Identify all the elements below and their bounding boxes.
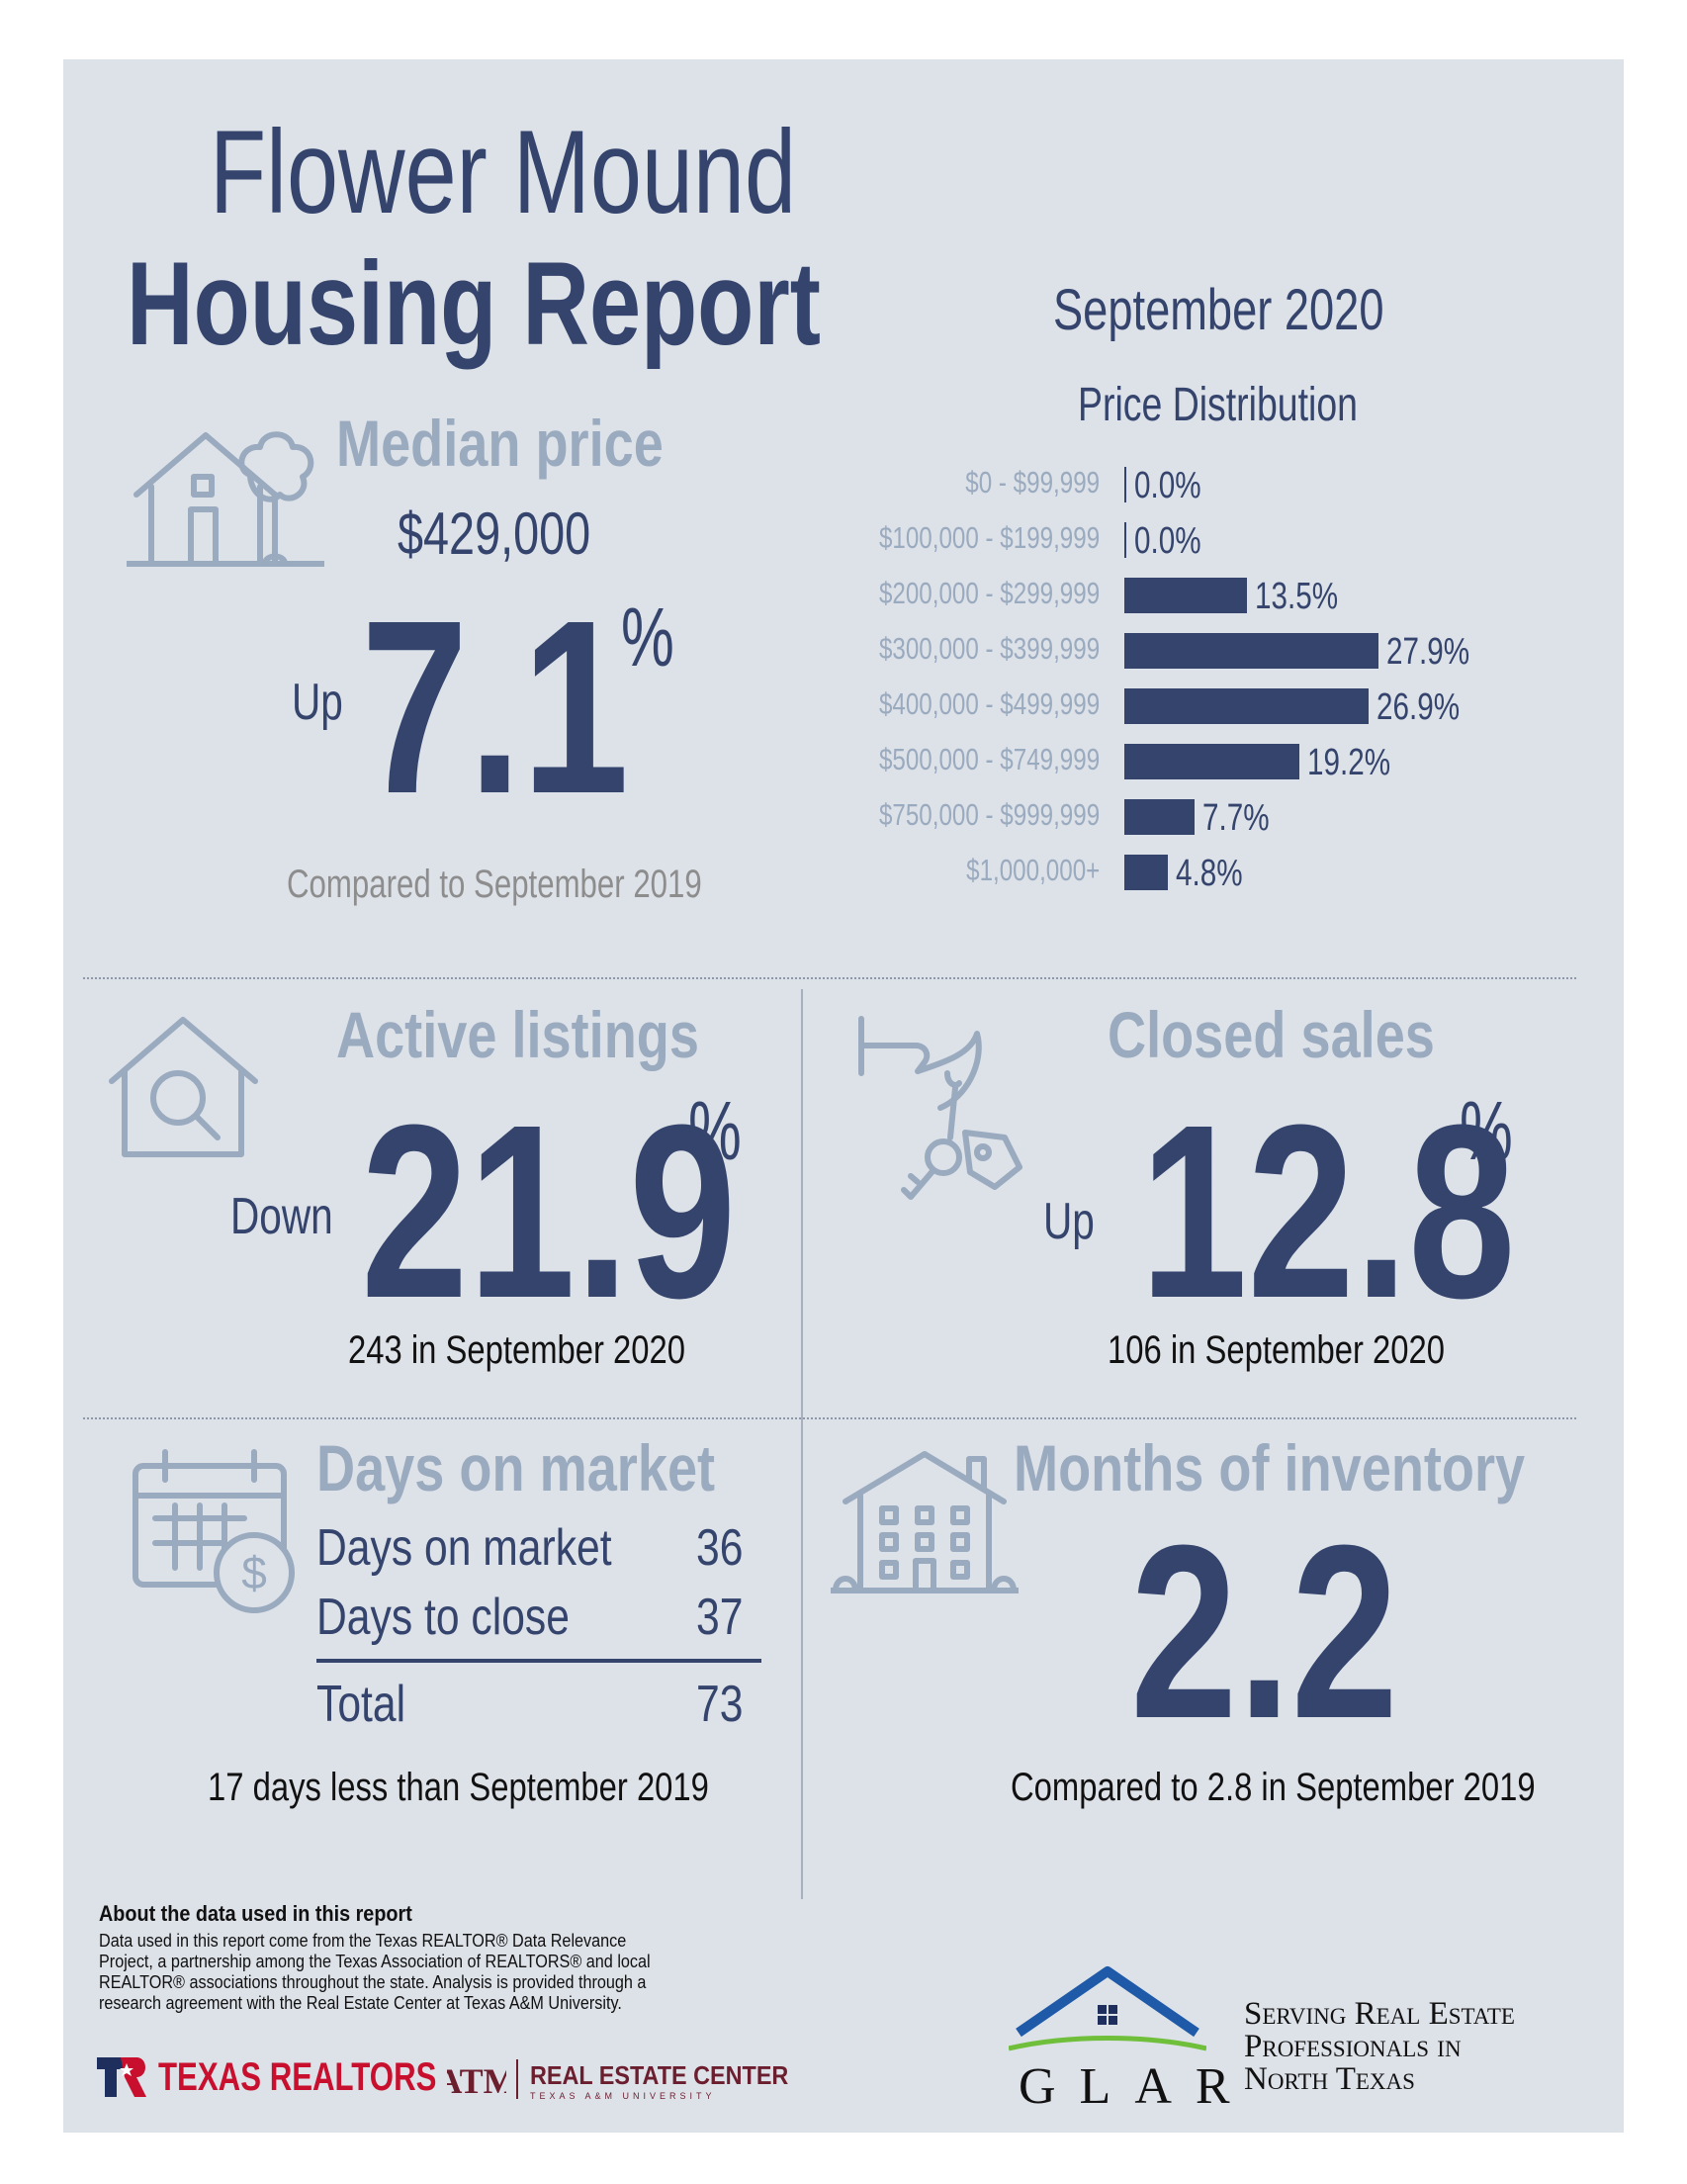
price-distribution-value: 4.8% xyxy=(1176,853,1243,894)
active-detail: 243 in September 2020 xyxy=(348,1328,686,1372)
months-inventory-heading: Months of inventory xyxy=(1014,1431,1526,1504)
glar-tagline: Serving Real Estate Professionals in Nor… xyxy=(1244,1998,1515,2096)
price-distribution-value: 26.9% xyxy=(1376,686,1461,728)
days-on-market-heading: Days on market xyxy=(316,1431,716,1504)
house-search-icon xyxy=(109,1017,258,1157)
closed-direction: Up xyxy=(1043,1193,1095,1250)
dtc-row-value: 37 xyxy=(696,1589,744,1646)
report-month: September 2020 xyxy=(1053,278,1384,342)
price-range-label: $100,000 - $199,999 xyxy=(878,520,1100,555)
median-change-value: 7.1 xyxy=(361,569,630,845)
svg-text:$: $ xyxy=(241,1547,267,1598)
price-distribution-value: 27.9% xyxy=(1385,631,1469,673)
title-line1: Flower Mound xyxy=(210,106,797,238)
divider-vertical xyxy=(801,989,803,1899)
price-distribution-value: 0.0% xyxy=(1134,520,1201,562)
active-change-value: 21.9 xyxy=(361,1073,737,1349)
price-range-label: $500,000 - $749,999 xyxy=(878,742,1100,776)
price-range-label: $200,000 - $299,999 xyxy=(878,576,1100,610)
rec-separator xyxy=(516,2059,518,2099)
closed-sales-heading: Closed sales xyxy=(1108,998,1435,1071)
tagline-line3: North Texas xyxy=(1244,2061,1415,2097)
glar-wordmark: GLAR xyxy=(1019,2058,1254,2115)
price-distribution-value: 7.7% xyxy=(1201,797,1270,839)
price-distribution-value: 19.2% xyxy=(1306,742,1390,783)
price-distribution-bar xyxy=(1124,633,1378,669)
dom-comparison: 17 days less than September 2019 xyxy=(208,1766,709,1809)
median-price-heading: Median price xyxy=(336,407,664,480)
tagline-line2: Professionals in xyxy=(1244,2029,1462,2064)
dom-row-value: 36 xyxy=(696,1519,744,1577)
price-range-label: $400,000 - $499,999 xyxy=(878,686,1100,721)
median-direction: Up xyxy=(292,674,343,731)
price-distribution-value: 0.0% xyxy=(1134,465,1201,506)
hand-keys-icon xyxy=(858,1016,1022,1200)
price-distribution-bar xyxy=(1124,578,1248,613)
active-direction: Down xyxy=(230,1188,333,1245)
rec-wordmark: REAL ESTATE CENTER xyxy=(530,2060,789,2090)
tagline-line1: Serving Real Estate xyxy=(1244,1996,1515,2032)
total-rule xyxy=(316,1659,761,1663)
price-distribution-bar xyxy=(1124,467,1126,502)
dtc-row-label: Days to close xyxy=(316,1589,570,1646)
price-range-label: $300,000 - $399,999 xyxy=(878,631,1100,666)
svg-text:ATM: ATM xyxy=(447,2061,506,2101)
report-panel xyxy=(63,59,1624,2133)
median-price-value: $429,000 xyxy=(398,500,591,567)
total-label: Total xyxy=(316,1676,406,1733)
median-percent-sign: % xyxy=(621,591,674,683)
closed-detail: 106 in September 2020 xyxy=(1108,1328,1446,1372)
price-distribution-bar xyxy=(1124,855,1169,890)
inventory-comparison: Compared to 2.8 in September 2019 xyxy=(1011,1766,1536,1809)
about-heading: About the data used in this report xyxy=(99,1901,412,1926)
texas-am-logo: ATM xyxy=(436,2057,516,2103)
median-comparison: Compared to September 2019 xyxy=(287,863,702,906)
price-distribution-bar xyxy=(1124,522,1126,558)
dom-row-label: Days on market xyxy=(316,1519,612,1577)
closed-change-value: 12.8 xyxy=(1140,1073,1516,1349)
price-range-label: $750,000 - $999,999 xyxy=(878,797,1100,832)
texas-realtors-logo-mark xyxy=(97,2055,148,2099)
house-tree-icon xyxy=(127,431,324,567)
closed-percent-sign: % xyxy=(1460,1084,1513,1177)
total-value: 73 xyxy=(696,1676,744,1733)
title-line2: Housing Report xyxy=(127,237,821,370)
price-distribution-bar xyxy=(1124,799,1195,835)
price-distribution-value: 13.5% xyxy=(1255,576,1339,617)
apartment-building-icon xyxy=(831,1451,1019,1593)
price-distribution-bar xyxy=(1124,744,1299,779)
rec-subtitle: TEXAS A&M UNIVERSITY xyxy=(530,2091,716,2101)
glar-roof-logo-icon xyxy=(1009,1966,1206,2051)
divider-2 xyxy=(83,1417,1576,1419)
divider-1 xyxy=(83,977,1576,979)
active-percent-sign: % xyxy=(688,1084,742,1177)
price-range-label: $1,000,000+ xyxy=(965,853,1100,887)
calendar-dollar-icon: $ xyxy=(133,1449,295,1613)
months-inventory-value: 2.2 xyxy=(1130,1494,1399,1770)
about-text: Data used in this report come from the T… xyxy=(99,1931,651,2013)
price-range-label: $0 - $99,999 xyxy=(965,465,1100,500)
texas-realtors-wordmark: TEXAS REALTORS xyxy=(158,2055,437,2099)
price-distribution-title: Price Distribution xyxy=(1078,379,1358,431)
active-listings-heading: Active listings xyxy=(336,998,699,1071)
price-distribution-bar xyxy=(1124,688,1370,724)
